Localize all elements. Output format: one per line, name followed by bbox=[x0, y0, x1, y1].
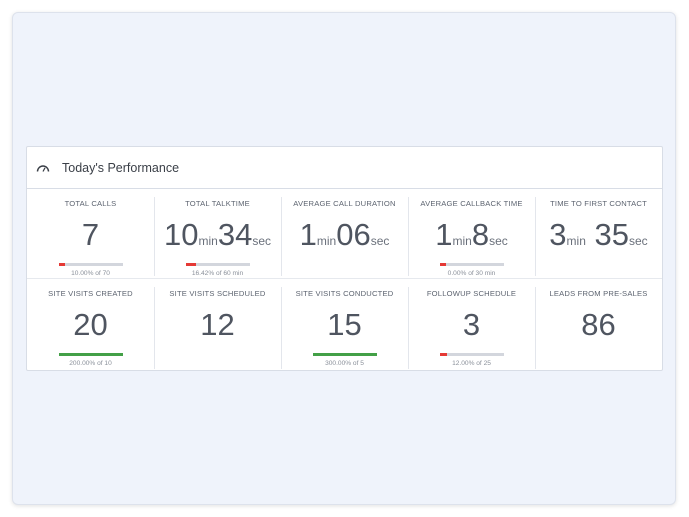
metric-label: SITE VISITS SCHEDULED bbox=[169, 289, 266, 298]
metric-value: 1min8sec bbox=[408, 217, 535, 253]
value-seconds: 06 bbox=[336, 217, 371, 252]
unit-min: min bbox=[316, 234, 337, 248]
unit-sec: sec bbox=[370, 234, 390, 248]
metric-value: 3 bbox=[462, 307, 481, 342]
metric-value: 86 bbox=[581, 307, 616, 342]
value-minutes: 1 bbox=[299, 217, 317, 252]
metric-label: TIME TO FIRST CONTACT bbox=[550, 199, 647, 208]
dashboard-frame: Today's Performance TOTAL CALLS 7 10.00%… bbox=[12, 12, 676, 505]
unit-min: min bbox=[566, 234, 586, 248]
metric-label: AVERAGE CALLBACK TIME bbox=[420, 199, 523, 208]
value-minutes: 10 bbox=[164, 217, 199, 252]
value-minutes: 1 bbox=[435, 217, 453, 252]
metric-site-visits-created: SITE VISITS CREATED 20 200.00% of 10 bbox=[27, 279, 154, 371]
metric-value: 15 bbox=[327, 307, 362, 342]
value-minutes: 3 bbox=[549, 217, 567, 252]
metric-followup-schedule: FOLLOWUP SCHEDULE 3 12.00% of 25 bbox=[408, 279, 535, 371]
metric-value: 1min06sec bbox=[281, 217, 408, 253]
metric-total-calls: TOTAL CALLS 7 10.00% of 70 bbox=[27, 189, 154, 279]
metric-site-visits-conducted: SITE VISITS CONDUCTED 15 300.00% of 5 bbox=[281, 279, 408, 371]
progress-bar bbox=[439, 263, 504, 266]
progress-bar bbox=[439, 353, 504, 356]
metrics-grid: TOTAL CALLS 7 10.00% of 70 TOTAL TALKTIM… bbox=[27, 189, 662, 371]
metric-average-callback-time: AVERAGE CALLBACK TIME 1min8sec 0.00% of … bbox=[408, 189, 535, 279]
progress-fill bbox=[58, 263, 65, 266]
metric-value: 3min 35sec bbox=[535, 217, 662, 253]
metric-label: TOTAL CALLS bbox=[64, 199, 117, 208]
metric-value: 10min34sec bbox=[154, 217, 281, 253]
metric-label: SITE VISITS CONDUCTED bbox=[295, 289, 394, 298]
metric-time-to-first-contact: TIME TO FIRST CONTACT 3min 35sec bbox=[535, 189, 662, 279]
metric-total-talktime: TOTAL TALKTIME 10min34sec 16.42% of 60 m… bbox=[154, 189, 281, 279]
progress-bar bbox=[58, 263, 123, 266]
progress-fill bbox=[439, 263, 446, 266]
metric-label: AVERAGE CALL DURATION bbox=[293, 199, 396, 208]
progress-caption: 10.00% of 70 bbox=[71, 270, 110, 277]
metric-average-call-duration: AVERAGE CALL DURATION 1min06sec bbox=[281, 189, 408, 279]
progress-bar bbox=[312, 353, 377, 356]
panel-title: Today's Performance bbox=[62, 160, 180, 175]
value-seconds: 35 bbox=[594, 217, 629, 252]
metric-label: SITE VISITS CREATED bbox=[48, 289, 133, 298]
panel-header: Today's Performance bbox=[27, 147, 662, 189]
unit-sec: sec bbox=[489, 234, 508, 248]
progress-fill bbox=[439, 353, 448, 356]
progress-fill bbox=[58, 353, 123, 356]
metric-label: FOLLOWUP SCHEDULE bbox=[426, 289, 517, 298]
value-seconds: 34 bbox=[217, 217, 253, 252]
progress-fill bbox=[312, 353, 377, 356]
metric-label: LEADS FROM PRE-SALES bbox=[549, 289, 648, 298]
progress-fill bbox=[185, 263, 196, 266]
metric-label: TOTAL TALKTIME bbox=[185, 199, 250, 208]
unit-sec: sec bbox=[629, 234, 648, 248]
performance-panel: Today's Performance TOTAL CALLS 7 10.00%… bbox=[26, 146, 663, 371]
metric-site-visits-scheduled: SITE VISITS SCHEDULED 12 bbox=[154, 279, 281, 371]
progress-caption: 12.00% of 25 bbox=[452, 360, 491, 367]
unit-min: min bbox=[452, 234, 472, 248]
progress-caption: 300.00% of 5 bbox=[325, 360, 364, 367]
progress-caption: 200.00% of 10 bbox=[69, 360, 112, 367]
metric-value: 12 bbox=[200, 307, 235, 342]
metric-leads-from-pre-sales: LEADS FROM PRE-SALES 86 bbox=[535, 279, 662, 371]
progress-bar bbox=[185, 263, 250, 266]
unit-sec: sec bbox=[252, 234, 271, 248]
speedometer-icon bbox=[36, 163, 50, 173]
value-seconds: 8 bbox=[471, 217, 490, 252]
metric-value: 7 bbox=[81, 217, 100, 252]
progress-caption: 16.42% of 60 min bbox=[191, 270, 244, 277]
progress-bar bbox=[58, 353, 123, 356]
unit-min: min bbox=[198, 234, 218, 248]
progress-caption: 0.00% of 30 min bbox=[447, 270, 496, 277]
metric-value: 20 bbox=[73, 307, 108, 342]
